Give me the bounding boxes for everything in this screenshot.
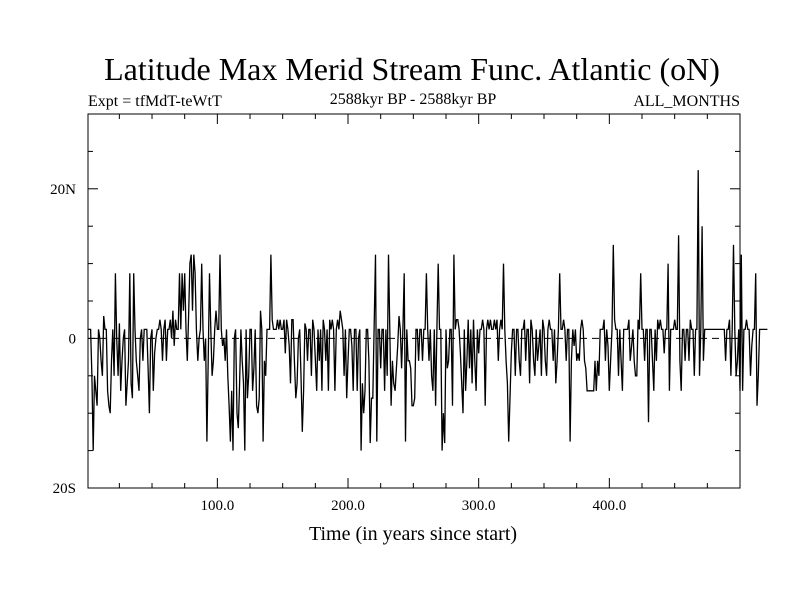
- x-tick-label: 100.0: [200, 498, 234, 514]
- x-tick-label: 300.0: [462, 498, 496, 514]
- months-label: ALL_MONTHS: [633, 93, 740, 110]
- series-line: [88, 170, 768, 451]
- y-tick-label: 0: [69, 331, 77, 347]
- y-tick-label: 20N: [50, 182, 76, 198]
- plot-area: 100.0 200.0 300.0 400.0 20N 0 20S: [50, 113, 768, 514]
- y-tick-label: 20S: [53, 481, 76, 497]
- y-axis-ticks: 20N 0 20S: [50, 182, 740, 497]
- chart-title: Latitude Max Merid Stream Func. Atlantic…: [104, 51, 720, 87]
- minor-ticks: [88, 113, 740, 488]
- x-tick-label: 200.0: [331, 498, 365, 514]
- time-range-label: 2588kyr BP - 2588kyr BP: [330, 91, 497, 108]
- x-axis-ticks: 100.0 200.0 300.0 400.0: [200, 114, 626, 514]
- x-tick-label: 400.0: [592, 498, 626, 514]
- experiment-label: Expt = tfMdT-teWtT: [88, 93, 222, 110]
- x-axis-label: Time (in years since start): [309, 523, 517, 545]
